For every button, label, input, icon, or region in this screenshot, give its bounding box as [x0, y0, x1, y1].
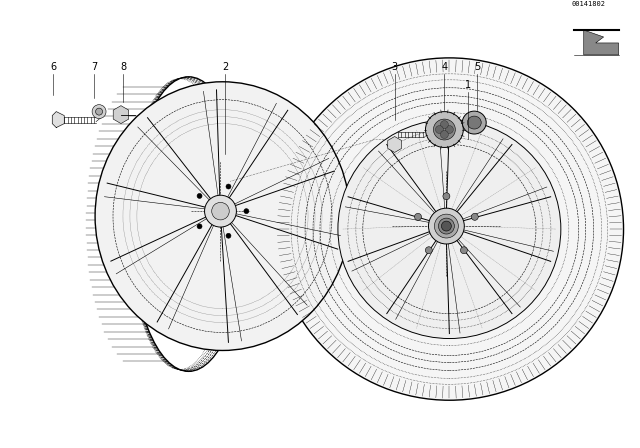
Ellipse shape: [212, 202, 229, 220]
Polygon shape: [52, 112, 64, 128]
Text: 8: 8: [120, 62, 126, 72]
Polygon shape: [584, 30, 619, 55]
Ellipse shape: [435, 125, 444, 134]
Text: 3: 3: [392, 62, 397, 72]
Text: 6: 6: [50, 62, 56, 72]
Ellipse shape: [275, 58, 623, 400]
Ellipse shape: [226, 233, 231, 238]
Ellipse shape: [438, 218, 454, 234]
Ellipse shape: [92, 105, 106, 119]
Text: 00141802: 00141802: [572, 1, 605, 7]
Ellipse shape: [197, 194, 202, 198]
Text: 4: 4: [442, 62, 447, 72]
Ellipse shape: [440, 130, 449, 138]
Text: 5: 5: [474, 62, 481, 72]
Ellipse shape: [95, 108, 102, 115]
Ellipse shape: [462, 111, 486, 134]
Ellipse shape: [338, 120, 561, 339]
Ellipse shape: [226, 184, 231, 189]
Ellipse shape: [467, 116, 481, 129]
Text: 1: 1: [465, 80, 471, 90]
Ellipse shape: [426, 247, 433, 254]
Ellipse shape: [460, 247, 467, 254]
Ellipse shape: [197, 224, 202, 229]
Ellipse shape: [415, 213, 422, 220]
Text: 2: 2: [222, 62, 228, 72]
Ellipse shape: [95, 82, 350, 350]
Ellipse shape: [440, 121, 449, 129]
Ellipse shape: [433, 119, 455, 140]
Text: 7: 7: [91, 62, 97, 72]
Ellipse shape: [426, 112, 463, 147]
Ellipse shape: [435, 214, 458, 238]
Ellipse shape: [445, 125, 453, 134]
Ellipse shape: [428, 208, 464, 244]
Ellipse shape: [442, 221, 451, 231]
Ellipse shape: [471, 213, 478, 220]
Ellipse shape: [244, 209, 249, 214]
Ellipse shape: [205, 195, 236, 227]
Ellipse shape: [443, 193, 450, 200]
